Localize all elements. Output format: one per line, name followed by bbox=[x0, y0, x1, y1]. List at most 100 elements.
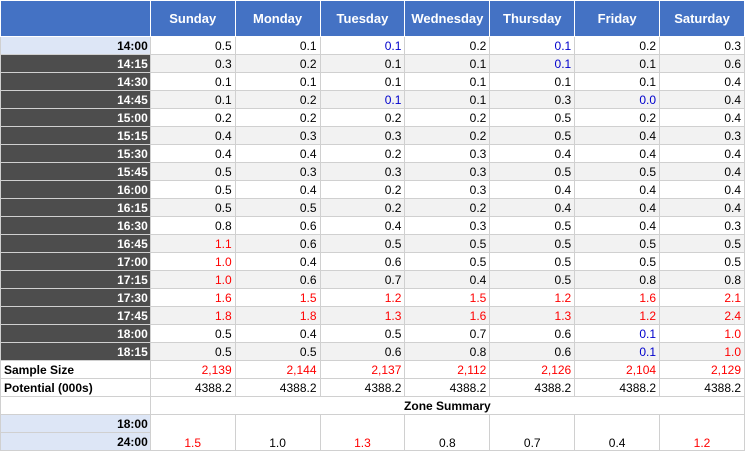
rating-cell[interactable]: 0.6 bbox=[234, 234, 321, 253]
zone-summary-cell[interactable]: 1.3 bbox=[319, 432, 406, 451]
rating-cell[interactable]: 0.2 bbox=[574, 108, 661, 127]
rating-cell[interactable]: 0.4 bbox=[574, 216, 661, 235]
rating-cell[interactable]: 0.3 bbox=[404, 216, 491, 235]
rating-cell[interactable]: 0.3 bbox=[659, 126, 745, 145]
rating-cell[interactable]: 0.1 bbox=[319, 90, 406, 109]
rating-cell[interactable]: 0.6 bbox=[234, 216, 321, 235]
sample-size-cell[interactable]: 2,104 bbox=[574, 360, 661, 379]
rating-cell[interactable]: 0.3 bbox=[659, 36, 745, 55]
rating-cell[interactable]: 1.8 bbox=[234, 306, 321, 325]
rating-cell[interactable]: 1.6 bbox=[574, 288, 661, 307]
rating-cell[interactable]: 0.0 bbox=[574, 90, 661, 109]
rating-cell[interactable]: 0.2 bbox=[234, 108, 321, 127]
rating-cell[interactable]: 0.5 bbox=[489, 234, 576, 253]
rating-cell[interactable]: 0.2 bbox=[319, 144, 406, 163]
rating-cell[interactable]: 1.6 bbox=[404, 306, 491, 325]
sample-size-cell[interactable]: 2,139 bbox=[149, 360, 236, 379]
rating-cell[interactable]: 0.5 bbox=[149, 198, 236, 217]
rating-cell[interactable]: 0.1 bbox=[404, 72, 491, 91]
rating-cell[interactable]: 0.1 bbox=[574, 54, 661, 73]
rating-cell[interactable]: 0.4 bbox=[659, 180, 745, 199]
rating-cell[interactable]: 0.4 bbox=[489, 198, 576, 217]
rating-cell[interactable]: 0.5 bbox=[574, 234, 661, 253]
rating-cell[interactable]: 0.1 bbox=[149, 90, 236, 109]
column-header-friday[interactable]: Friday bbox=[574, 0, 661, 37]
rating-cell[interactable]: 0.4 bbox=[489, 144, 576, 163]
rating-cell[interactable]: 0.5 bbox=[404, 234, 491, 253]
potential-cell[interactable]: 4388.2 bbox=[149, 378, 236, 397]
zone-summary-cell[interactable]: 0.8 bbox=[404, 432, 491, 451]
rating-cell[interactable]: 0.5 bbox=[149, 36, 236, 55]
rating-cell[interactable]: 0.5 bbox=[234, 342, 321, 361]
rating-cell[interactable]: 0.4 bbox=[659, 90, 745, 109]
rating-cell[interactable]: 0.3 bbox=[659, 216, 745, 235]
rating-cell[interactable]: 0.1 bbox=[404, 54, 491, 73]
rating-cell[interactable]: 0.8 bbox=[574, 270, 661, 289]
rating-cell[interactable]: 0.2 bbox=[149, 108, 236, 127]
sample-size-cell[interactable]: 2,112 bbox=[404, 360, 491, 379]
rating-cell[interactable]: 0.2 bbox=[574, 36, 661, 55]
rating-cell[interactable]: 0.1 bbox=[574, 342, 661, 361]
rating-cell[interactable]: 0.1 bbox=[149, 72, 236, 91]
rating-cell[interactable]: 1.0 bbox=[149, 252, 236, 271]
rating-cell[interactable]: 0.8 bbox=[149, 216, 236, 235]
rating-cell[interactable]: 0.1 bbox=[489, 54, 576, 73]
rating-cell[interactable]: 0.8 bbox=[659, 270, 745, 289]
rating-cell[interactable]: 0.5 bbox=[149, 324, 236, 343]
rating-cell[interactable]: 0.4 bbox=[149, 144, 236, 163]
rating-cell[interactable]: 0.4 bbox=[574, 144, 661, 163]
rating-cell[interactable]: 0.1 bbox=[234, 72, 321, 91]
potential-cell[interactable]: 4388.2 bbox=[234, 378, 321, 397]
rating-cell[interactable]: 2.1 bbox=[659, 288, 745, 307]
rating-cell[interactable]: 0.6 bbox=[489, 342, 576, 361]
rating-cell[interactable]: 1.1 bbox=[149, 234, 236, 253]
rating-cell[interactable]: 0.4 bbox=[659, 144, 745, 163]
rating-cell[interactable]: 0.5 bbox=[489, 216, 576, 235]
rating-cell[interactable]: 0.4 bbox=[659, 162, 745, 181]
rating-cell[interactable]: 0.1 bbox=[489, 72, 576, 91]
rating-cell[interactable]: 0.1 bbox=[234, 36, 321, 55]
rating-cell[interactable]: 0.6 bbox=[319, 252, 406, 271]
rating-cell[interactable]: 1.5 bbox=[234, 288, 321, 307]
rating-cell[interactable]: 0.7 bbox=[319, 270, 406, 289]
rating-cell[interactable]: 0.1 bbox=[574, 72, 661, 91]
rating-cell[interactable]: 0.2 bbox=[404, 36, 491, 55]
rating-cell[interactable]: 0.4 bbox=[574, 198, 661, 217]
rating-cell[interactable]: 0.4 bbox=[574, 180, 661, 199]
rating-cell[interactable]: 1.3 bbox=[319, 306, 406, 325]
rating-cell[interactable]: 1.2 bbox=[574, 306, 661, 325]
rating-cell[interactable]: 0.6 bbox=[659, 54, 745, 73]
rating-cell[interactable]: 0.7 bbox=[404, 324, 491, 343]
rating-cell[interactable]: 0.5 bbox=[574, 252, 661, 271]
rating-cell[interactable]: 0.4 bbox=[659, 72, 745, 91]
rating-cell[interactable]: 0.2 bbox=[319, 180, 406, 199]
rating-cell[interactable]: 1.0 bbox=[659, 324, 745, 343]
zone-summary-cell[interactable]: 1.5 bbox=[149, 432, 236, 451]
rating-cell[interactable]: 0.3 bbox=[404, 144, 491, 163]
rating-cell[interactable]: 1.5 bbox=[404, 288, 491, 307]
rating-cell[interactable]: 0.3 bbox=[404, 180, 491, 199]
rating-cell[interactable]: 0.5 bbox=[574, 162, 661, 181]
rating-cell[interactable]: 0.4 bbox=[659, 198, 745, 217]
sample-size-cell[interactable]: 2,129 bbox=[659, 360, 745, 379]
rating-cell[interactable]: 0.5 bbox=[489, 108, 576, 127]
column-header-thursday[interactable]: Thursday bbox=[489, 0, 576, 37]
rating-cell[interactable]: 0.1 bbox=[319, 36, 406, 55]
rating-cell[interactable]: 0.3 bbox=[319, 126, 406, 145]
rating-cell[interactable]: 0.2 bbox=[319, 198, 406, 217]
rating-cell[interactable]: 0.6 bbox=[234, 270, 321, 289]
rating-cell[interactable]: 0.5 bbox=[489, 162, 576, 181]
potential-cell[interactable]: 4388.2 bbox=[319, 378, 406, 397]
rating-cell[interactable]: 0.2 bbox=[404, 198, 491, 217]
rating-cell[interactable]: 2.4 bbox=[659, 306, 745, 325]
potential-cell[interactable]: 4388.2 bbox=[574, 378, 661, 397]
rating-cell[interactable]: 0.4 bbox=[234, 180, 321, 199]
rating-cell[interactable]: 0.4 bbox=[489, 180, 576, 199]
rating-cell[interactable]: 0.2 bbox=[319, 108, 406, 127]
rating-cell[interactable]: 0.5 bbox=[489, 126, 576, 145]
rating-cell[interactable]: 0.5 bbox=[319, 324, 406, 343]
rating-cell[interactable]: 0.5 bbox=[319, 234, 406, 253]
rating-cell[interactable]: 0.5 bbox=[659, 234, 745, 253]
potential-cell[interactable]: 4388.2 bbox=[489, 378, 576, 397]
rating-cell[interactable]: 1.0 bbox=[149, 270, 236, 289]
